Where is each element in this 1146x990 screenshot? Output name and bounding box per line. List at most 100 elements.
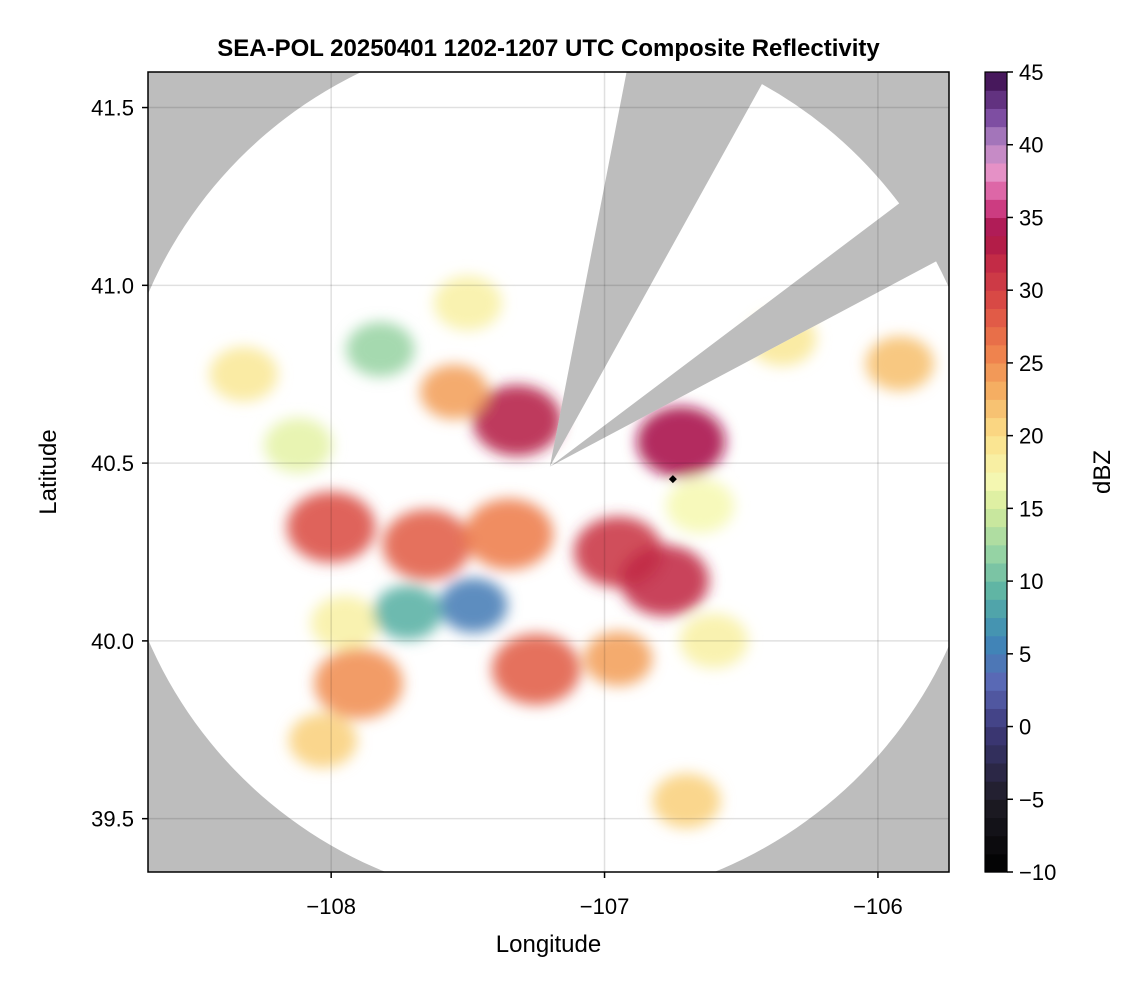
colorbar-segment: [985, 744, 1007, 764]
x-axis-title: Longitude: [496, 931, 601, 958]
colorbar-tick-label: −10: [1019, 860, 1056, 885]
echo-field: [209, 275, 934, 829]
colorbar-segment: [985, 672, 1007, 691]
echo-cell: [439, 577, 508, 633]
colorbar-tick-label: 5: [1019, 642, 1031, 667]
colorbar-segment: [985, 544, 1007, 564]
echo-cell: [584, 631, 653, 687]
colorbar-segment: [985, 362, 1007, 382]
colorbar-segment: [985, 162, 1007, 182]
colorbar-tick-label: 15: [1019, 496, 1043, 521]
colorbar-segment: [985, 472, 1007, 491]
colorbar: 45 40 35 30 25 20 15 10 5 0 −5 −10: [984, 60, 1056, 885]
colorbar-segment: [985, 399, 1007, 419]
colorbar-segment: [985, 490, 1007, 509]
colorbar-segment: [985, 599, 1007, 619]
plot-frame: [147, 71, 950, 873]
radar-sweep-area: [148, 72, 949, 872]
echo-cell: [652, 773, 721, 829]
x-axis-ticks: −108 −107 −106: [306, 872, 903, 919]
colorbar-segment: [985, 708, 1007, 728]
colorbar-segment: [985, 199, 1007, 219]
colorbar-segment: [985, 453, 1007, 473]
colorbar-segment: [985, 617, 1007, 637]
colorbar-segment: [985, 817, 1007, 837]
colorbar-segment: [985, 417, 1007, 437]
colorbar-segment: [985, 690, 1007, 709]
echo-cell: [636, 406, 726, 478]
echo-cell: [346, 321, 415, 377]
colorbar-segment: [985, 653, 1007, 673]
echo-cell: [433, 275, 503, 331]
echo-cell: [288, 713, 358, 768]
colorbar-segment: [985, 308, 1007, 328]
colorbar-title: dBZ: [1089, 450, 1116, 494]
colorbar-segment: [985, 635, 1007, 655]
grid-lines: [148, 72, 949, 872]
y-tick-label: 39.5: [91, 807, 134, 832]
colorbar-segment: [985, 762, 1007, 782]
colorbar-tick-label: 10: [1019, 569, 1043, 594]
colorbar-segment: [985, 344, 1007, 364]
colorbar-segment: [985, 272, 1007, 291]
colorbar-tick-label: 20: [1019, 424, 1043, 449]
colorbar-segment: [985, 108, 1007, 128]
colorbar-segment: [985, 435, 1007, 455]
colorbar-segment: [985, 508, 1007, 528]
colorbar-segment: [985, 526, 1007, 546]
echo-cell: [865, 336, 934, 391]
echo-cell: [620, 544, 710, 616]
site-marker: [668, 475, 677, 484]
chart-title: SEA-POL 20250401 1202-1207 UTC Composite…: [217, 35, 880, 62]
echo-cell: [382, 509, 472, 581]
y-tick-label: 41.0: [91, 273, 134, 298]
colorbar-segment: [985, 217, 1007, 237]
colorbar-tick-label: 45: [1019, 60, 1043, 85]
colorbar-tick-label: 35: [1019, 205, 1043, 230]
echo-cell: [314, 648, 403, 720]
echo-cell: [464, 498, 554, 570]
colorbar-segment: [985, 381, 1007, 400]
colorbar-segment: [985, 181, 1007, 200]
colorbar-segment: [985, 581, 1007, 600]
colorbar-segment: [985, 799, 1007, 819]
colorbar-segment: [985, 326, 1007, 346]
colorbar-segment: [985, 90, 1007, 109]
colorbar-segment: [985, 562, 1007, 582]
colorbar-segment: [985, 290, 1007, 309]
colorbar-segment: [985, 781, 1007, 800]
y-axis-title: Latitude: [35, 429, 62, 514]
y-axis-ticks: 39.5 40.0 40.5 41.0 41.5: [91, 96, 148, 832]
y-tick-label: 40.5: [91, 451, 134, 476]
x-tick-label: −108: [306, 894, 356, 919]
colorbar-segment: [985, 726, 1007, 746]
colorbar-frame: [984, 71, 1008, 873]
y-tick-label: 40.0: [91, 629, 134, 654]
x-tick-label: −107: [580, 894, 630, 919]
x-tick-label: −106: [853, 894, 903, 919]
plot-area: [147, 71, 950, 873]
colorbar-segment: [985, 253, 1007, 273]
echo-cell: [420, 364, 489, 420]
colorbar-segment: [985, 835, 1007, 855]
radar-coverage: [148, 72, 949, 872]
colorbar-segment: [985, 853, 1007, 873]
echo-cell: [310, 595, 380, 651]
echo-cell: [209, 346, 278, 402]
colorbar-segment: [985, 235, 1007, 255]
colorbar-segment: [985, 144, 1007, 164]
colorbar-segment: [985, 126, 1007, 146]
echo-cell: [264, 417, 333, 473]
echo-cell: [679, 613, 749, 669]
echo-cell: [666, 478, 735, 534]
echo-cell: [286, 491, 376, 563]
echo-cell: [472, 384, 562, 456]
colorbar-tick-label: 30: [1019, 278, 1043, 303]
colorbar-tick-label: 40: [1019, 133, 1043, 158]
echo-cell: [491, 633, 581, 705]
colorbar-tick-label: 0: [1019, 715, 1031, 740]
y-tick-label: 41.5: [91, 96, 134, 121]
echo-cell: [373, 585, 442, 640]
colorbar-tick-label: 25: [1019, 351, 1043, 376]
colorbar-segment: [985, 72, 1007, 91]
